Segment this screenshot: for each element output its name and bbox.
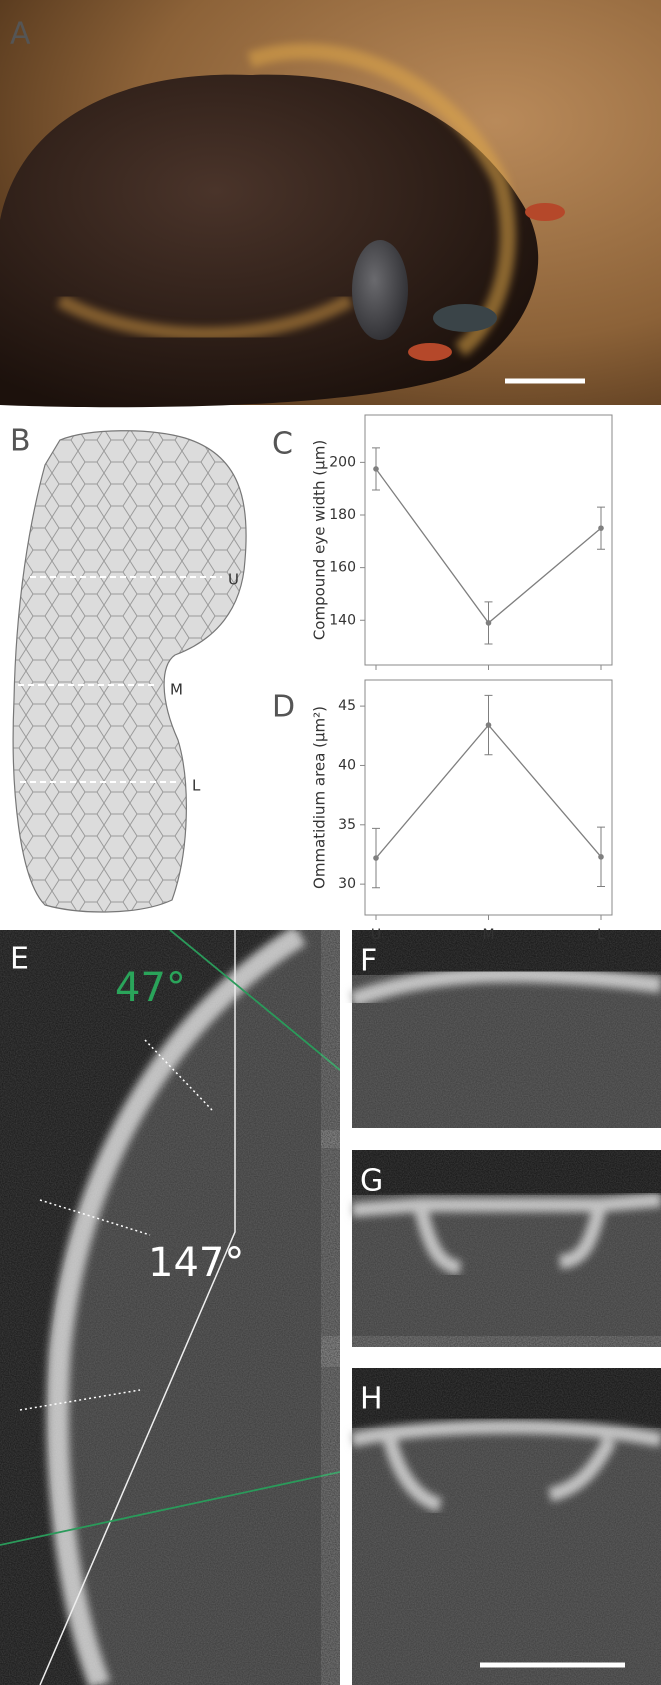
panel-label: E bbox=[10, 942, 29, 977]
data-point bbox=[485, 722, 492, 728]
panel-label: D bbox=[272, 690, 295, 725]
panel-label: G bbox=[360, 1164, 383, 1199]
data-point bbox=[485, 620, 492, 626]
eye-level-label: U bbox=[228, 571, 239, 589]
y-tick-label: 160 bbox=[329, 560, 356, 576]
angle-label: 47° bbox=[115, 965, 186, 1011]
y-tick-label: 45 bbox=[338, 698, 356, 714]
panel-label: A bbox=[10, 17, 31, 52]
photo-a bbox=[0, 0, 661, 408]
y-axis-label: Compound eye width (μm) bbox=[311, 440, 329, 640]
y-tick-label: 140 bbox=[329, 612, 356, 628]
micro-ct-h bbox=[350, 1368, 661, 1685]
data-point bbox=[373, 855, 379, 861]
x-tick-label: U bbox=[371, 927, 381, 943]
y-tick-label: 30 bbox=[338, 876, 356, 892]
eye-level-label: M bbox=[170, 681, 183, 699]
angle-label: 147° bbox=[148, 1240, 244, 1286]
y-tick-label: 180 bbox=[329, 507, 356, 523]
x-tick-label: L bbox=[597, 927, 605, 943]
y-axis-label: Ommatidium area (μm²) bbox=[311, 706, 329, 889]
micro-ct-f bbox=[349, 930, 661, 1128]
data-line bbox=[375, 468, 602, 624]
data-point bbox=[373, 466, 379, 472]
panel-label: F bbox=[360, 944, 377, 979]
y-tick-label: 40 bbox=[338, 757, 356, 773]
data-point bbox=[598, 525, 604, 531]
panel-label: B bbox=[10, 424, 31, 459]
panel-label: H bbox=[360, 1382, 383, 1417]
eye-drawing bbox=[12, 430, 247, 913]
y-tick-label: 35 bbox=[338, 817, 356, 833]
micro-ct-g bbox=[351, 1150, 661, 1347]
panel-label: C bbox=[272, 427, 293, 462]
data-point bbox=[598, 854, 604, 860]
eye-level-label: L bbox=[192, 777, 201, 795]
micro-ct-e bbox=[0, 930, 340, 1685]
x-tick-label: M bbox=[482, 927, 494, 943]
y-tick-label: 200 bbox=[329, 454, 356, 470]
